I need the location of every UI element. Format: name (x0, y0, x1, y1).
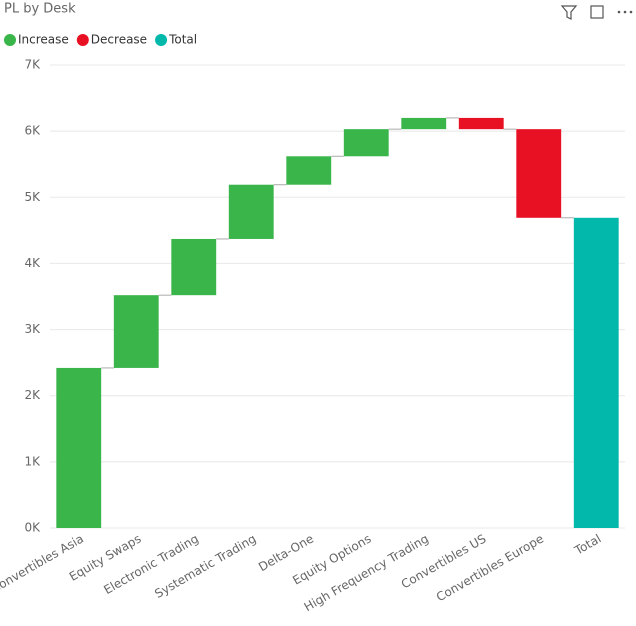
x-tick-label: Systematic Trading (152, 532, 258, 601)
bar (228, 184, 274, 239)
bar (286, 156, 332, 185)
focus-icon[interactable] (590, 5, 604, 19)
y-tick-label: 3K (24, 322, 41, 336)
bar (458, 117, 504, 130)
bar (573, 217, 619, 529)
chart-title: PL by Desk (4, 2, 76, 17)
legend-marker (4, 34, 16, 46)
legend-label: Increase (18, 33, 69, 47)
y-tick-label: 7K (24, 58, 41, 72)
bar (516, 129, 562, 218)
filter-icon[interactable] (560, 5, 578, 20)
y-tick-label: 2K (24, 388, 41, 402)
x-tick-label: Total (571, 532, 603, 559)
x-tick-label: Convertibles Asia (0, 532, 86, 596)
more-icon[interactable] (617, 10, 633, 14)
legend-label: Decrease (91, 33, 147, 47)
bar (56, 367, 102, 528)
bar (171, 238, 217, 296)
y-tick-label: 5K (24, 190, 41, 204)
legend-marker (155, 34, 168, 46)
x-tick-label: Electronic Trading (101, 532, 201, 598)
bar (401, 117, 447, 130)
legend-label: Total (168, 33, 197, 47)
y-tick-label: 0K (24, 521, 41, 535)
bar (113, 295, 159, 368)
toolbar[interactable] (560, 5, 633, 20)
y-tick-label: 6K (24, 124, 41, 138)
y-tick-label: 4K (24, 256, 41, 270)
x-tick-label: Convertibles Europe (434, 532, 546, 605)
y-tick-label: 1K (24, 454, 41, 468)
bar (343, 129, 389, 157)
legend-marker (76, 34, 89, 46)
